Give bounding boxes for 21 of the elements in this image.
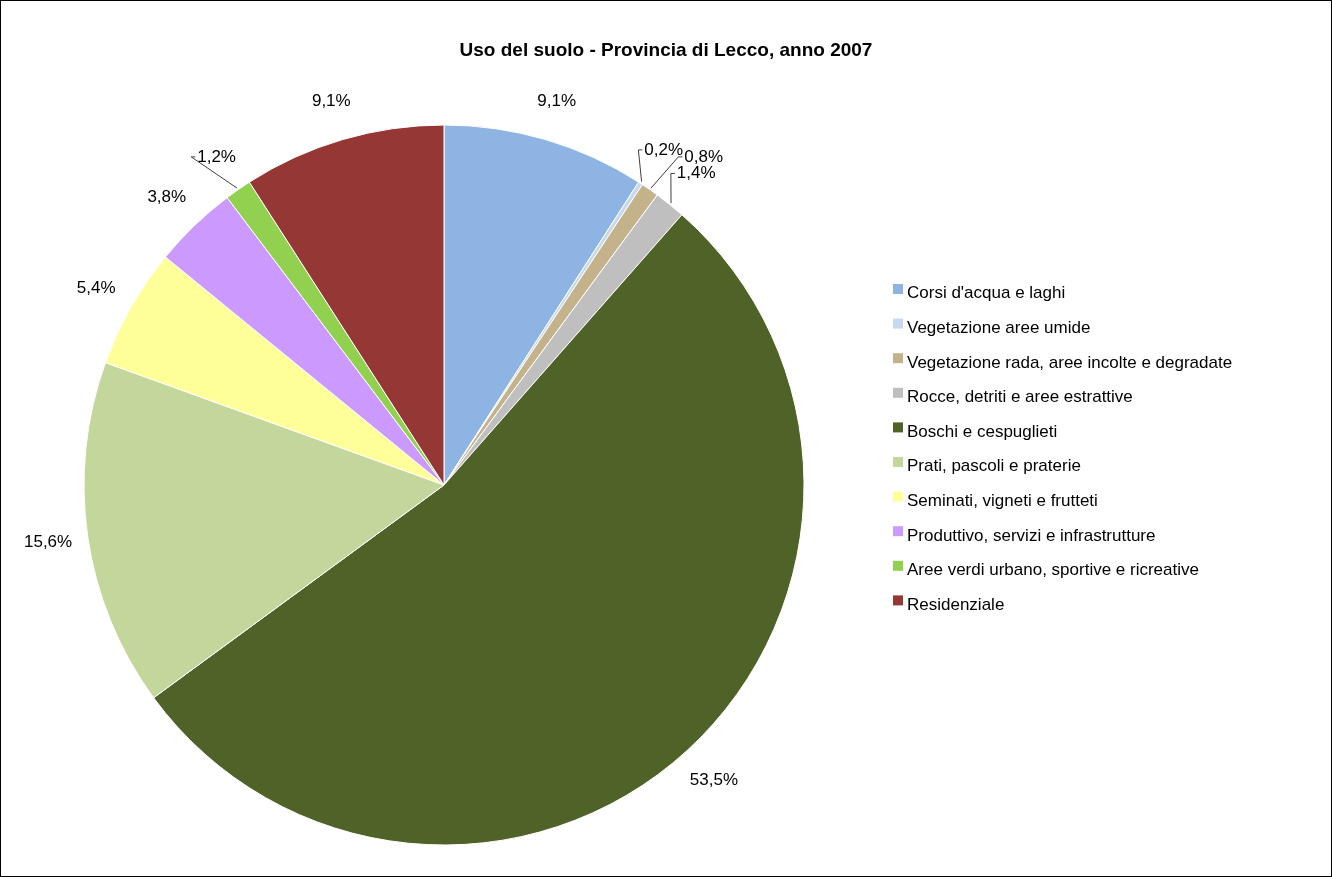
data-label: 53,5% [689, 770, 739, 790]
legend-label: Vegetazione aree umide [907, 318, 1091, 338]
legend-label: Seminati, vigneti e frutteti [907, 491, 1098, 511]
chart-title: Uso del suolo - Provincia di Lecco, anno 2007 [459, 39, 873, 60]
legend-label: Vegetazione rada, aree incolte e degradate [907, 352, 1233, 372]
data-label: 0,8% [684, 146, 724, 166]
legend-label: Boschi e cespuglieti [907, 421, 1058, 441]
legend-label: Prati, pascoli e praterie [907, 456, 1081, 476]
data-label: 9,1% [311, 91, 351, 111]
legend-label: Produttivo, servizi e infrastrutture [907, 525, 1156, 545]
legend-label: Rocce, detriti e aree estrattive [907, 387, 1133, 407]
legend-label: Residenziale [907, 594, 1005, 614]
legend-label: Corsi d'acqua e laghi [907, 283, 1066, 303]
data-label: 9,1% [537, 91, 577, 111]
data-label: 3,8% [147, 186, 187, 206]
data-label: 5,4% [76, 277, 116, 297]
data-label: 1,2% [197, 146, 236, 166]
data-label: 0,2% [644, 139, 684, 159]
data-label: 1,4% [676, 163, 716, 183]
data-label: 15,6% [23, 531, 73, 551]
legend-label: Aree verdi urbano, sportive e ricreative [907, 560, 1199, 580]
